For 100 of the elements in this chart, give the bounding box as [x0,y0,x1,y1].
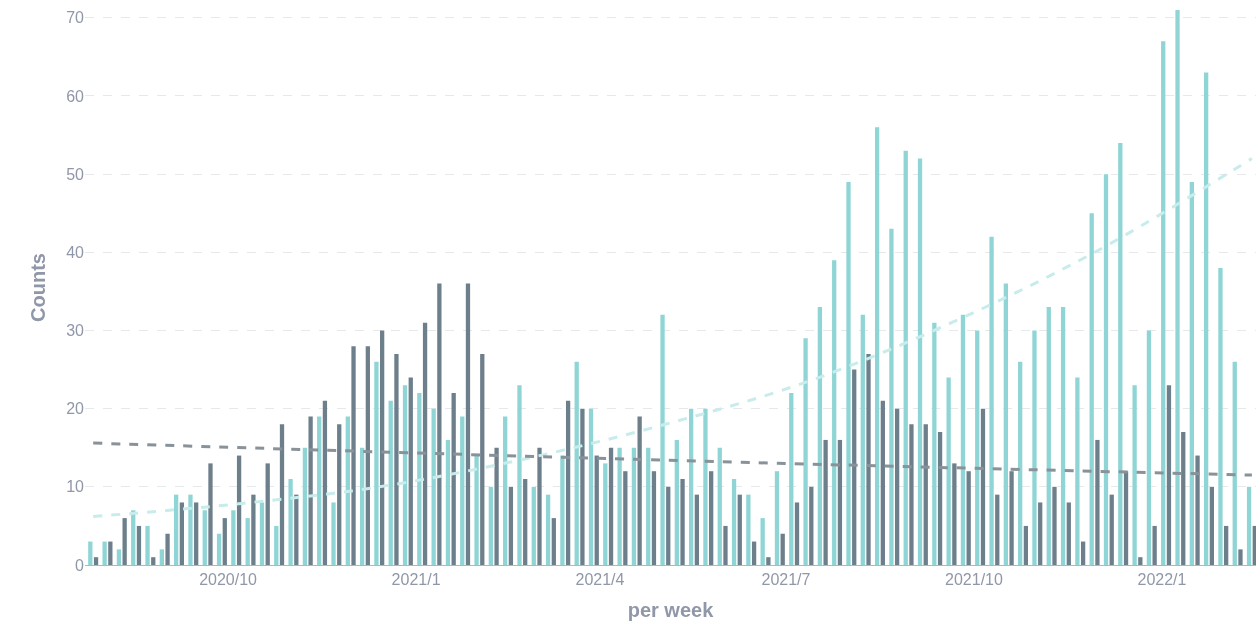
bar [259,502,265,565]
bar [188,494,193,565]
bar [1003,283,1009,565]
bar [208,463,213,565]
bar [216,533,222,565]
bar [894,408,900,565]
bar [222,518,227,565]
bar [623,471,628,565]
bar [874,127,880,565]
bar [523,479,528,565]
bar [780,533,785,565]
bar [1118,142,1123,565]
bar [903,150,908,565]
bar [917,158,923,565]
y-tick-label: 40 [66,243,85,261]
bar [880,400,885,565]
bar [694,494,700,565]
bar [1189,181,1194,565]
bar [274,525,279,565]
bar [1109,494,1114,565]
bar [359,447,365,565]
bar [852,369,857,565]
bar [1175,10,1180,565]
bar [966,471,971,565]
bar [503,416,508,565]
bar [660,314,665,565]
bar [374,361,379,565]
bar [545,494,551,565]
bar [136,525,142,565]
bar [231,510,236,565]
bar [766,557,771,565]
bar [116,549,122,565]
bar [574,361,579,565]
bar [832,260,837,565]
bar [1146,330,1152,565]
bar [422,322,428,565]
bar [331,502,336,565]
bar [102,541,107,565]
bar [995,494,1000,565]
bar [1046,307,1051,565]
line-series [91,157,1254,519]
bar [703,408,708,565]
bar [1123,471,1129,565]
y-tick-label: 30 [66,322,85,340]
bar [251,494,256,565]
bar [989,236,994,565]
y-tick-label: 20 [66,400,85,418]
y-tick-label: 10 [66,478,85,496]
bar [145,525,150,565]
bar [1103,174,1109,565]
bar [751,541,757,565]
bar [288,479,293,565]
y-tick-label: 60 [66,87,85,105]
bar [909,424,914,565]
bar [517,385,522,565]
bar [960,314,966,565]
bar [365,346,370,565]
bar [603,463,608,565]
x-tick-label: 2021/4 [575,571,625,589]
bar [151,557,156,565]
bar [709,471,714,565]
bar [1238,549,1243,565]
y-tick-label: 0 [75,556,85,574]
bar [560,455,565,565]
bar [923,424,928,565]
bar [617,447,622,565]
bar [445,439,451,565]
bar [508,486,514,565]
bar [1246,486,1252,565]
bar [608,447,614,565]
bar [646,447,651,565]
bar [1203,72,1209,565]
bar [122,518,127,565]
bar [165,533,170,565]
bar [794,502,800,565]
bar [245,518,250,565]
bar [674,439,679,565]
bar [451,393,456,565]
bar [1218,267,1223,565]
bar [474,455,479,565]
bar [588,408,594,565]
bar [823,439,828,565]
bar [308,416,313,565]
bar [337,424,342,565]
bar [1052,486,1057,565]
bar [480,353,485,565]
bar [279,424,285,565]
bar [93,557,99,565]
bar [889,228,894,565]
x-tick-label: 2022/1 [1137,571,1187,589]
bar [817,307,823,565]
bar [202,510,207,565]
bar [746,494,751,565]
bar [494,447,499,565]
bar [975,330,980,565]
bar [1023,525,1029,565]
bar [174,494,179,565]
bar [322,400,328,565]
bar [1195,455,1200,565]
bar [946,377,951,565]
